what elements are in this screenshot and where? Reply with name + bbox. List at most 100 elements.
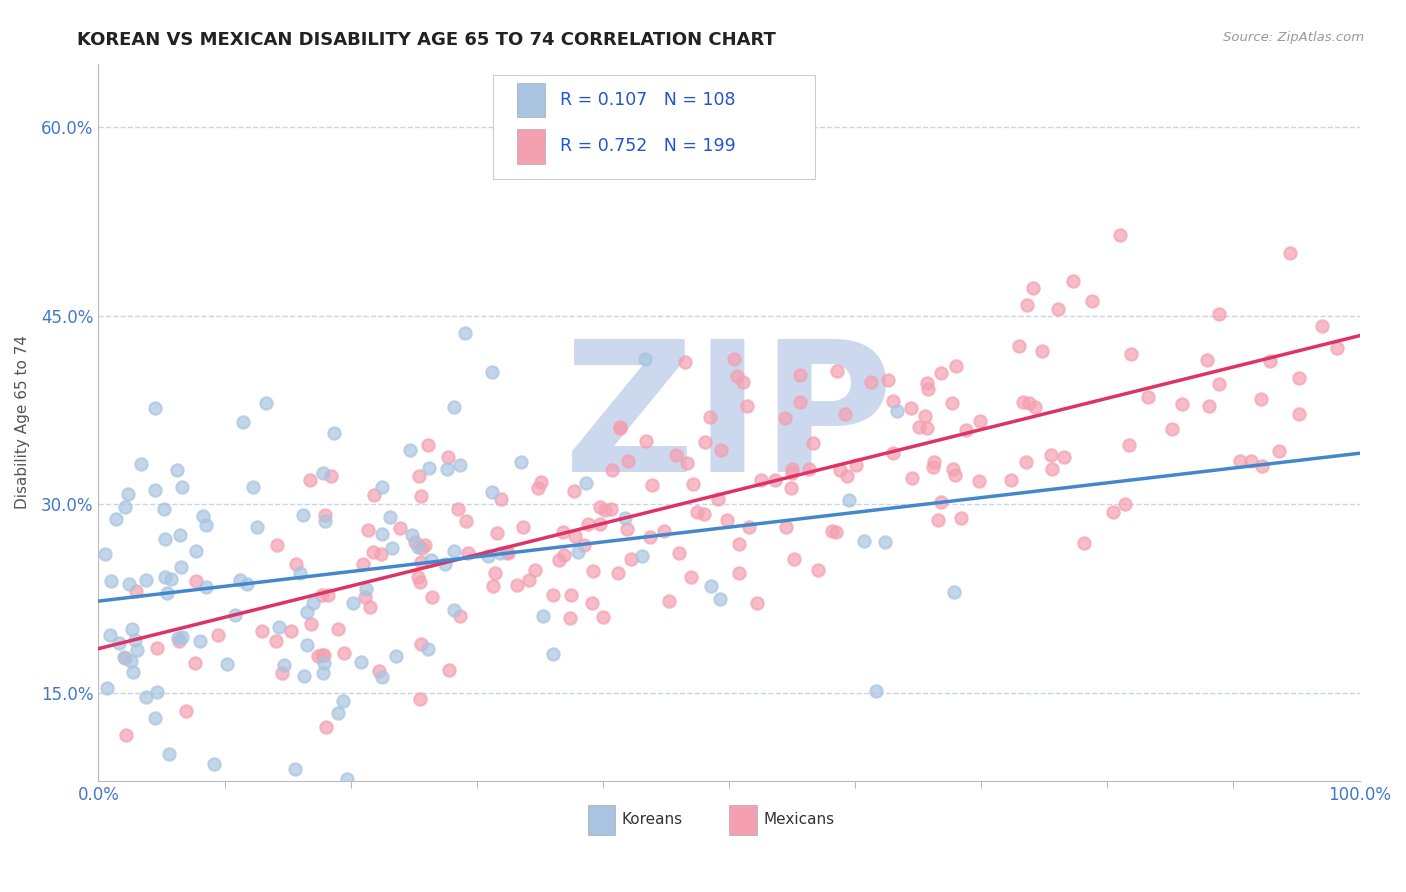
Point	[342, 597, 364, 611]
Point	[865, 684, 887, 698]
Point	[190, 634, 212, 648]
Point	[1197, 352, 1219, 367]
Point	[801, 435, 824, 450]
Point	[129, 457, 152, 471]
Point	[825, 364, 848, 378]
Point	[484, 566, 506, 581]
Point	[834, 407, 856, 421]
Point	[482, 579, 505, 593]
Point	[807, 563, 830, 577]
Point	[581, 596, 603, 610]
Point	[845, 458, 868, 472]
Point	[363, 488, 385, 502]
Point	[232, 415, 254, 429]
Point	[1326, 341, 1348, 355]
Text: Source: ZipAtlas.com: Source: ZipAtlas.com	[1223, 31, 1364, 45]
Point	[404, 534, 426, 549]
Point	[1017, 298, 1039, 312]
Point	[789, 368, 811, 383]
Point	[96, 681, 118, 695]
Point	[170, 559, 193, 574]
Point	[567, 544, 589, 558]
Point	[942, 461, 965, 475]
Point	[1073, 536, 1095, 550]
Point	[273, 658, 295, 673]
Point	[449, 458, 471, 472]
Point	[401, 528, 423, 542]
Point	[922, 460, 945, 475]
Point	[316, 588, 339, 602]
Point	[600, 501, 623, 516]
Point	[292, 508, 315, 523]
Point	[907, 420, 929, 434]
Point	[409, 555, 432, 569]
Point	[1021, 281, 1043, 295]
Point	[830, 463, 852, 477]
Text: KOREAN VS MEXICAN DISABILITY AGE 65 TO 74 CORRELATION CHART: KOREAN VS MEXICAN DISABILITY AGE 65 TO 7…	[77, 31, 776, 49]
Point	[153, 569, 176, 583]
Point	[118, 576, 141, 591]
Point	[443, 544, 465, 558]
Point	[409, 489, 432, 503]
Point	[548, 553, 571, 567]
Point	[224, 607, 246, 622]
Point	[295, 638, 318, 652]
Point	[686, 505, 709, 519]
Point	[1250, 392, 1272, 407]
Point	[153, 532, 176, 546]
Point	[1198, 399, 1220, 413]
Point	[496, 545, 519, 559]
Point	[433, 557, 456, 571]
Point	[172, 480, 194, 494]
Point	[370, 547, 392, 561]
Point	[121, 622, 143, 636]
Text: Koreans: Koreans	[621, 812, 683, 827]
Point	[512, 519, 534, 533]
Point	[723, 352, 745, 367]
Point	[1288, 371, 1310, 385]
Point	[312, 648, 335, 662]
Point	[1310, 318, 1333, 333]
Point	[371, 527, 394, 541]
Point	[931, 495, 953, 509]
Point	[437, 663, 460, 677]
Point	[751, 473, 773, 487]
Point	[332, 694, 354, 708]
Point	[824, 525, 846, 540]
Point	[967, 474, 990, 488]
Point	[725, 368, 748, 383]
Point	[700, 579, 723, 593]
Point	[927, 513, 949, 527]
Point	[486, 525, 509, 540]
Point	[1278, 245, 1301, 260]
Point	[321, 469, 343, 483]
Point	[1267, 443, 1289, 458]
Point	[112, 649, 135, 664]
Point	[354, 590, 377, 604]
Point	[114, 651, 136, 665]
Point	[367, 665, 389, 679]
Point	[609, 421, 631, 435]
Point	[1012, 394, 1035, 409]
Point	[1114, 497, 1136, 511]
Point	[727, 537, 749, 551]
Point	[311, 648, 333, 662]
Point	[489, 492, 512, 507]
Point	[1118, 438, 1140, 452]
Point	[184, 656, 207, 670]
FancyBboxPatch shape	[494, 75, 814, 178]
Point	[326, 706, 349, 720]
Point	[125, 643, 148, 657]
Point	[143, 710, 166, 724]
Point	[1102, 505, 1125, 519]
Point	[311, 588, 333, 602]
Point	[775, 520, 797, 534]
Point	[929, 366, 952, 380]
Text: Mexicans: Mexicans	[763, 812, 834, 827]
Point	[169, 528, 191, 542]
Point	[763, 473, 786, 487]
Point	[589, 516, 612, 531]
Point	[333, 646, 356, 660]
Point	[264, 633, 287, 648]
Point	[969, 414, 991, 428]
